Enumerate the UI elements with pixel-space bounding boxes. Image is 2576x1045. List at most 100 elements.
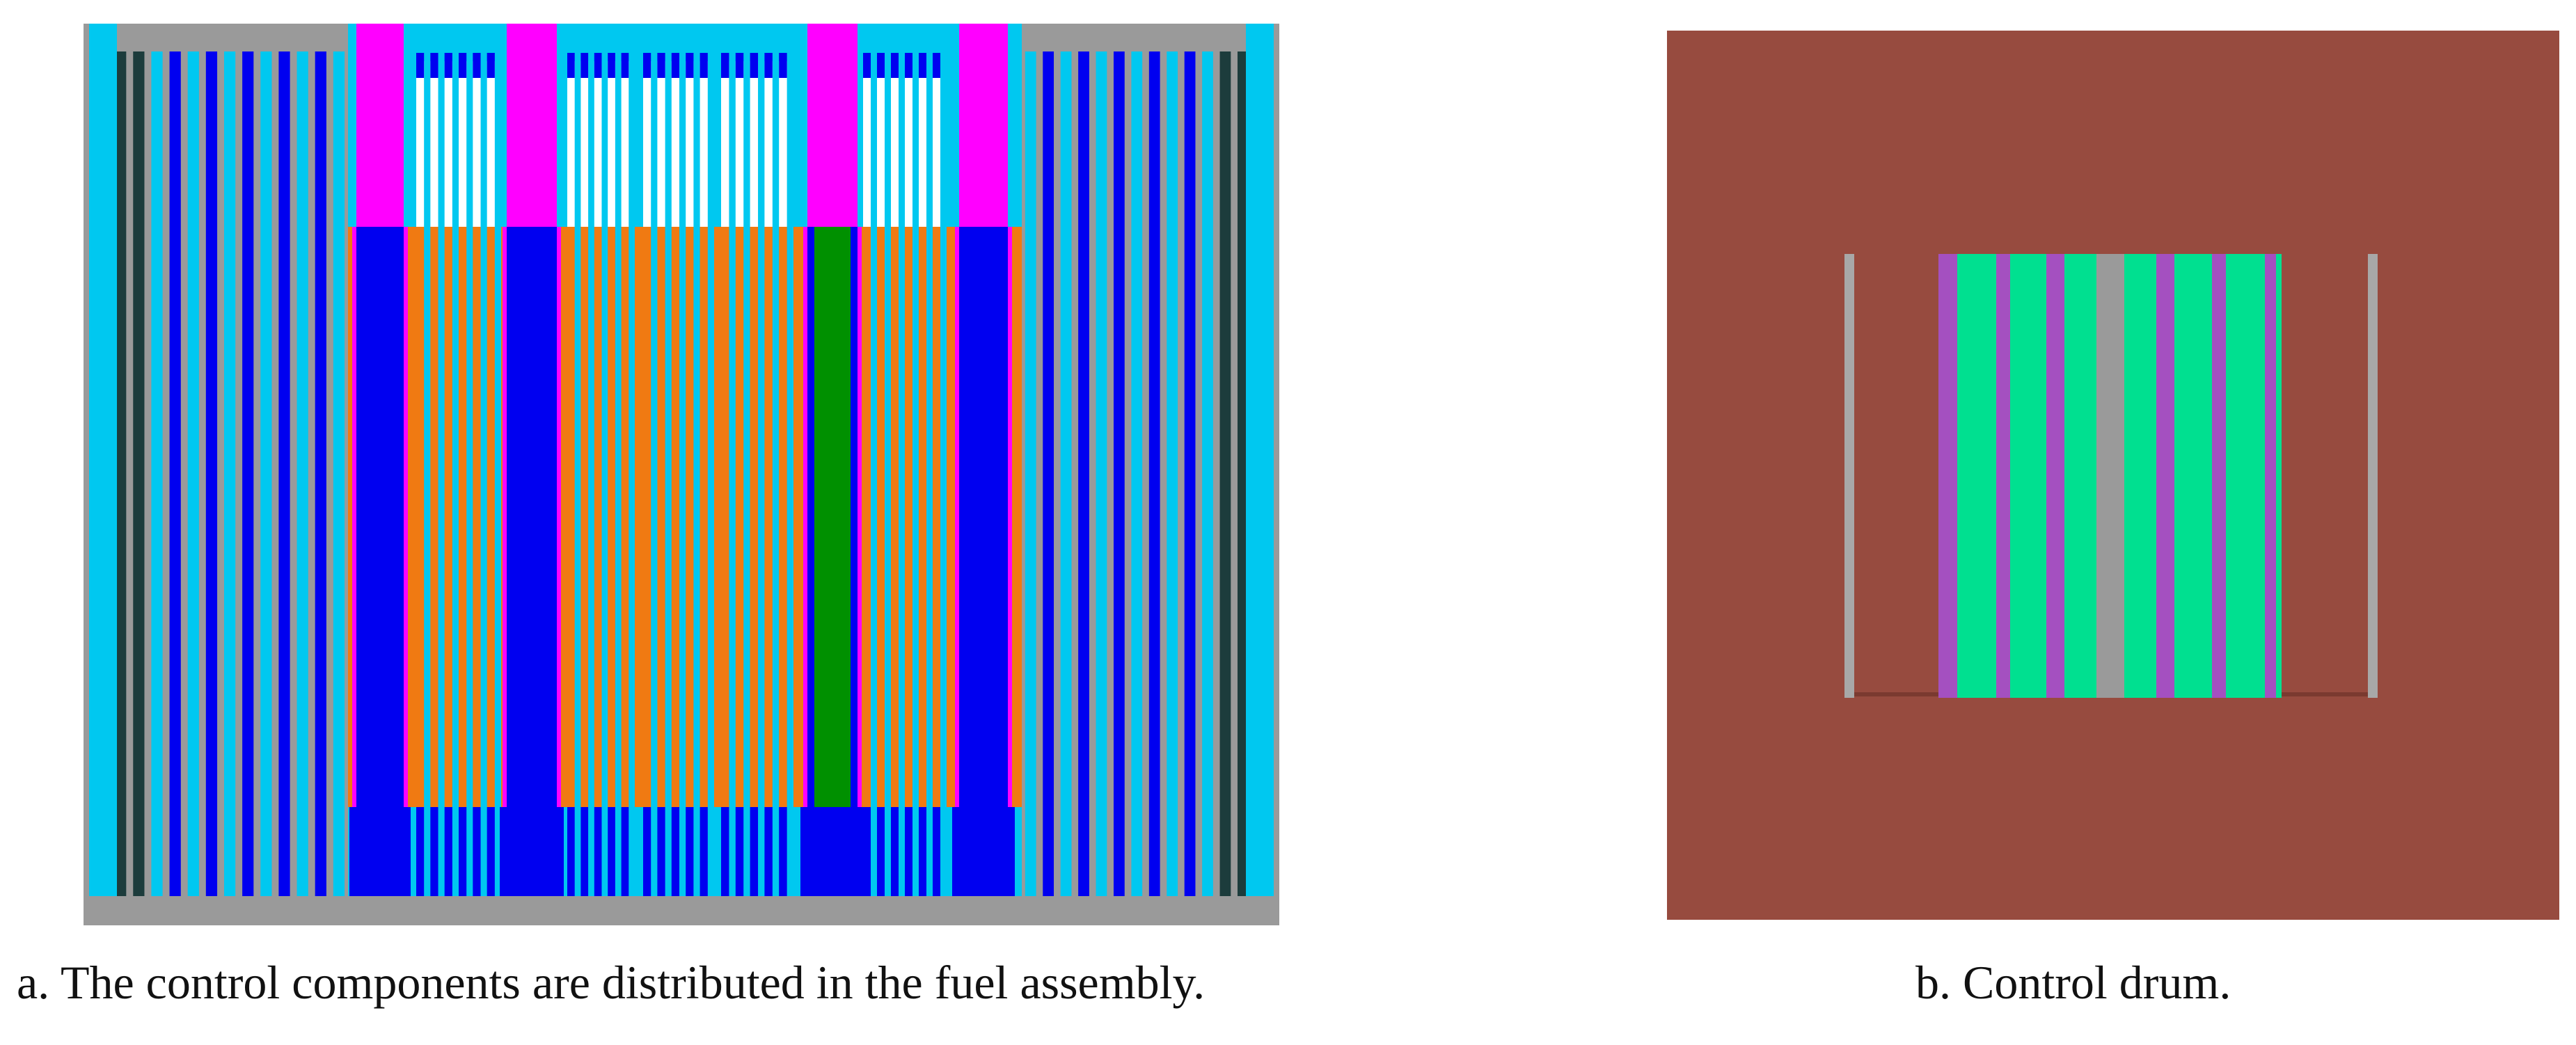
rod-top-cap (700, 53, 708, 78)
fuel-rod (333, 51, 345, 896)
fuel-rod (1043, 51, 1054, 896)
rod-top-cap (735, 53, 744, 78)
rod-top-cap (750, 53, 759, 78)
fuel-rod (679, 227, 686, 807)
lower-rod (430, 807, 438, 896)
control-drum-diagram (1667, 31, 2559, 920)
rod-top-cap (473, 53, 481, 78)
plenum-gap (416, 61, 425, 227)
fuel-rod (1184, 51, 1196, 896)
plenum-gap (686, 61, 694, 227)
plenum-gap (657, 61, 665, 227)
fuel-rod (297, 51, 308, 896)
plenum-gap (933, 61, 940, 227)
lower-rod (700, 807, 708, 896)
plenum-gap (671, 61, 680, 227)
lower-rod (877, 807, 885, 896)
drum-stripe (2226, 254, 2265, 698)
fuel-rod (926, 227, 933, 807)
fuel-rod (151, 51, 163, 896)
fuel-rod (424, 227, 431, 807)
fuel-rod (315, 51, 326, 896)
control-rod-base (349, 807, 411, 896)
rod-top-cap (430, 53, 438, 78)
rod-top-cap (933, 53, 940, 78)
rod-top-cap (487, 53, 495, 78)
rod-top-cap (671, 53, 680, 78)
rod-top-cap (444, 53, 452, 78)
lower-rod (567, 807, 575, 896)
fuel-rod (574, 227, 581, 807)
fuel-rod (615, 227, 622, 807)
rod-top-cap (905, 53, 912, 78)
plenum-gap (905, 61, 912, 227)
plenum-gap (750, 61, 759, 227)
plenum-gap (891, 61, 899, 227)
control-rod-top (356, 24, 404, 227)
absorber-rod (814, 227, 851, 807)
caption-fuel-assembly: a. The control components are distribute… (17, 956, 1206, 1009)
edge-rod (1246, 24, 1274, 925)
fuel-rod (885, 227, 891, 807)
lower-rod (444, 807, 452, 896)
lower-rod (750, 807, 759, 896)
plenum-gap (863, 61, 871, 227)
fuel-rod (1219, 51, 1231, 896)
control-rod-base (500, 807, 564, 896)
lower-rod (487, 807, 495, 896)
control-rod-top (507, 24, 557, 227)
fuel-rod (871, 227, 877, 807)
lower-rod (643, 807, 651, 896)
fuel-rod (1167, 51, 1178, 896)
drum-stripe (2010, 254, 2046, 698)
plenum-gap (594, 61, 602, 227)
lower-rod (621, 807, 629, 896)
rod-top-cap (919, 53, 926, 78)
plenum-gap (580, 61, 589, 227)
lower-rod (671, 807, 680, 896)
plenum-gap (877, 61, 885, 227)
rod-top-cap (416, 53, 425, 78)
fuel-rod (601, 227, 608, 807)
fuel-rod (665, 227, 672, 807)
drum-side-bar-right (2368, 254, 2378, 698)
fuel-rod (169, 51, 181, 896)
control-rod-base (800, 807, 864, 896)
rod-top-cap (891, 53, 899, 78)
fuel-rod (494, 227, 501, 807)
control-rod-body (959, 227, 1008, 896)
rod-top-cap (621, 53, 629, 78)
fuel-rod (940, 227, 947, 807)
fuel-rod (1202, 51, 1213, 896)
plenum-gap (735, 61, 744, 227)
drum-stripe (2276, 254, 2282, 698)
rod-top-cap (580, 53, 589, 78)
fuel-rod (1113, 51, 1125, 896)
drum-stripe (2064, 254, 2096, 698)
lower-rod (905, 807, 912, 896)
fuel-rod (899, 227, 905, 807)
plenum-gap (459, 61, 467, 227)
fuel-rod (1025, 51, 1036, 896)
fuel-rod (743, 227, 750, 807)
fuel-rod (133, 51, 145, 896)
plenum-gap (473, 61, 481, 227)
plenum-gap (643, 61, 651, 227)
lower-rod (657, 807, 665, 896)
rod-top-cap (863, 53, 871, 78)
fuel-rod (278, 51, 290, 896)
fuel-assembly-diagram (84, 24, 1279, 925)
bottom-plate (84, 896, 1279, 925)
rod-top-cap (686, 53, 694, 78)
rod-top-cap (459, 53, 467, 78)
lower-rod (863, 807, 871, 896)
fuel-rod (912, 227, 919, 807)
lower-rod (764, 807, 773, 896)
lower-rod (735, 807, 744, 896)
fuel-rod (1096, 51, 1107, 896)
lower-rod (459, 807, 467, 896)
fuel-rod (651, 227, 658, 807)
fuel-rod (223, 51, 236, 896)
rod-top-cap (643, 53, 651, 78)
